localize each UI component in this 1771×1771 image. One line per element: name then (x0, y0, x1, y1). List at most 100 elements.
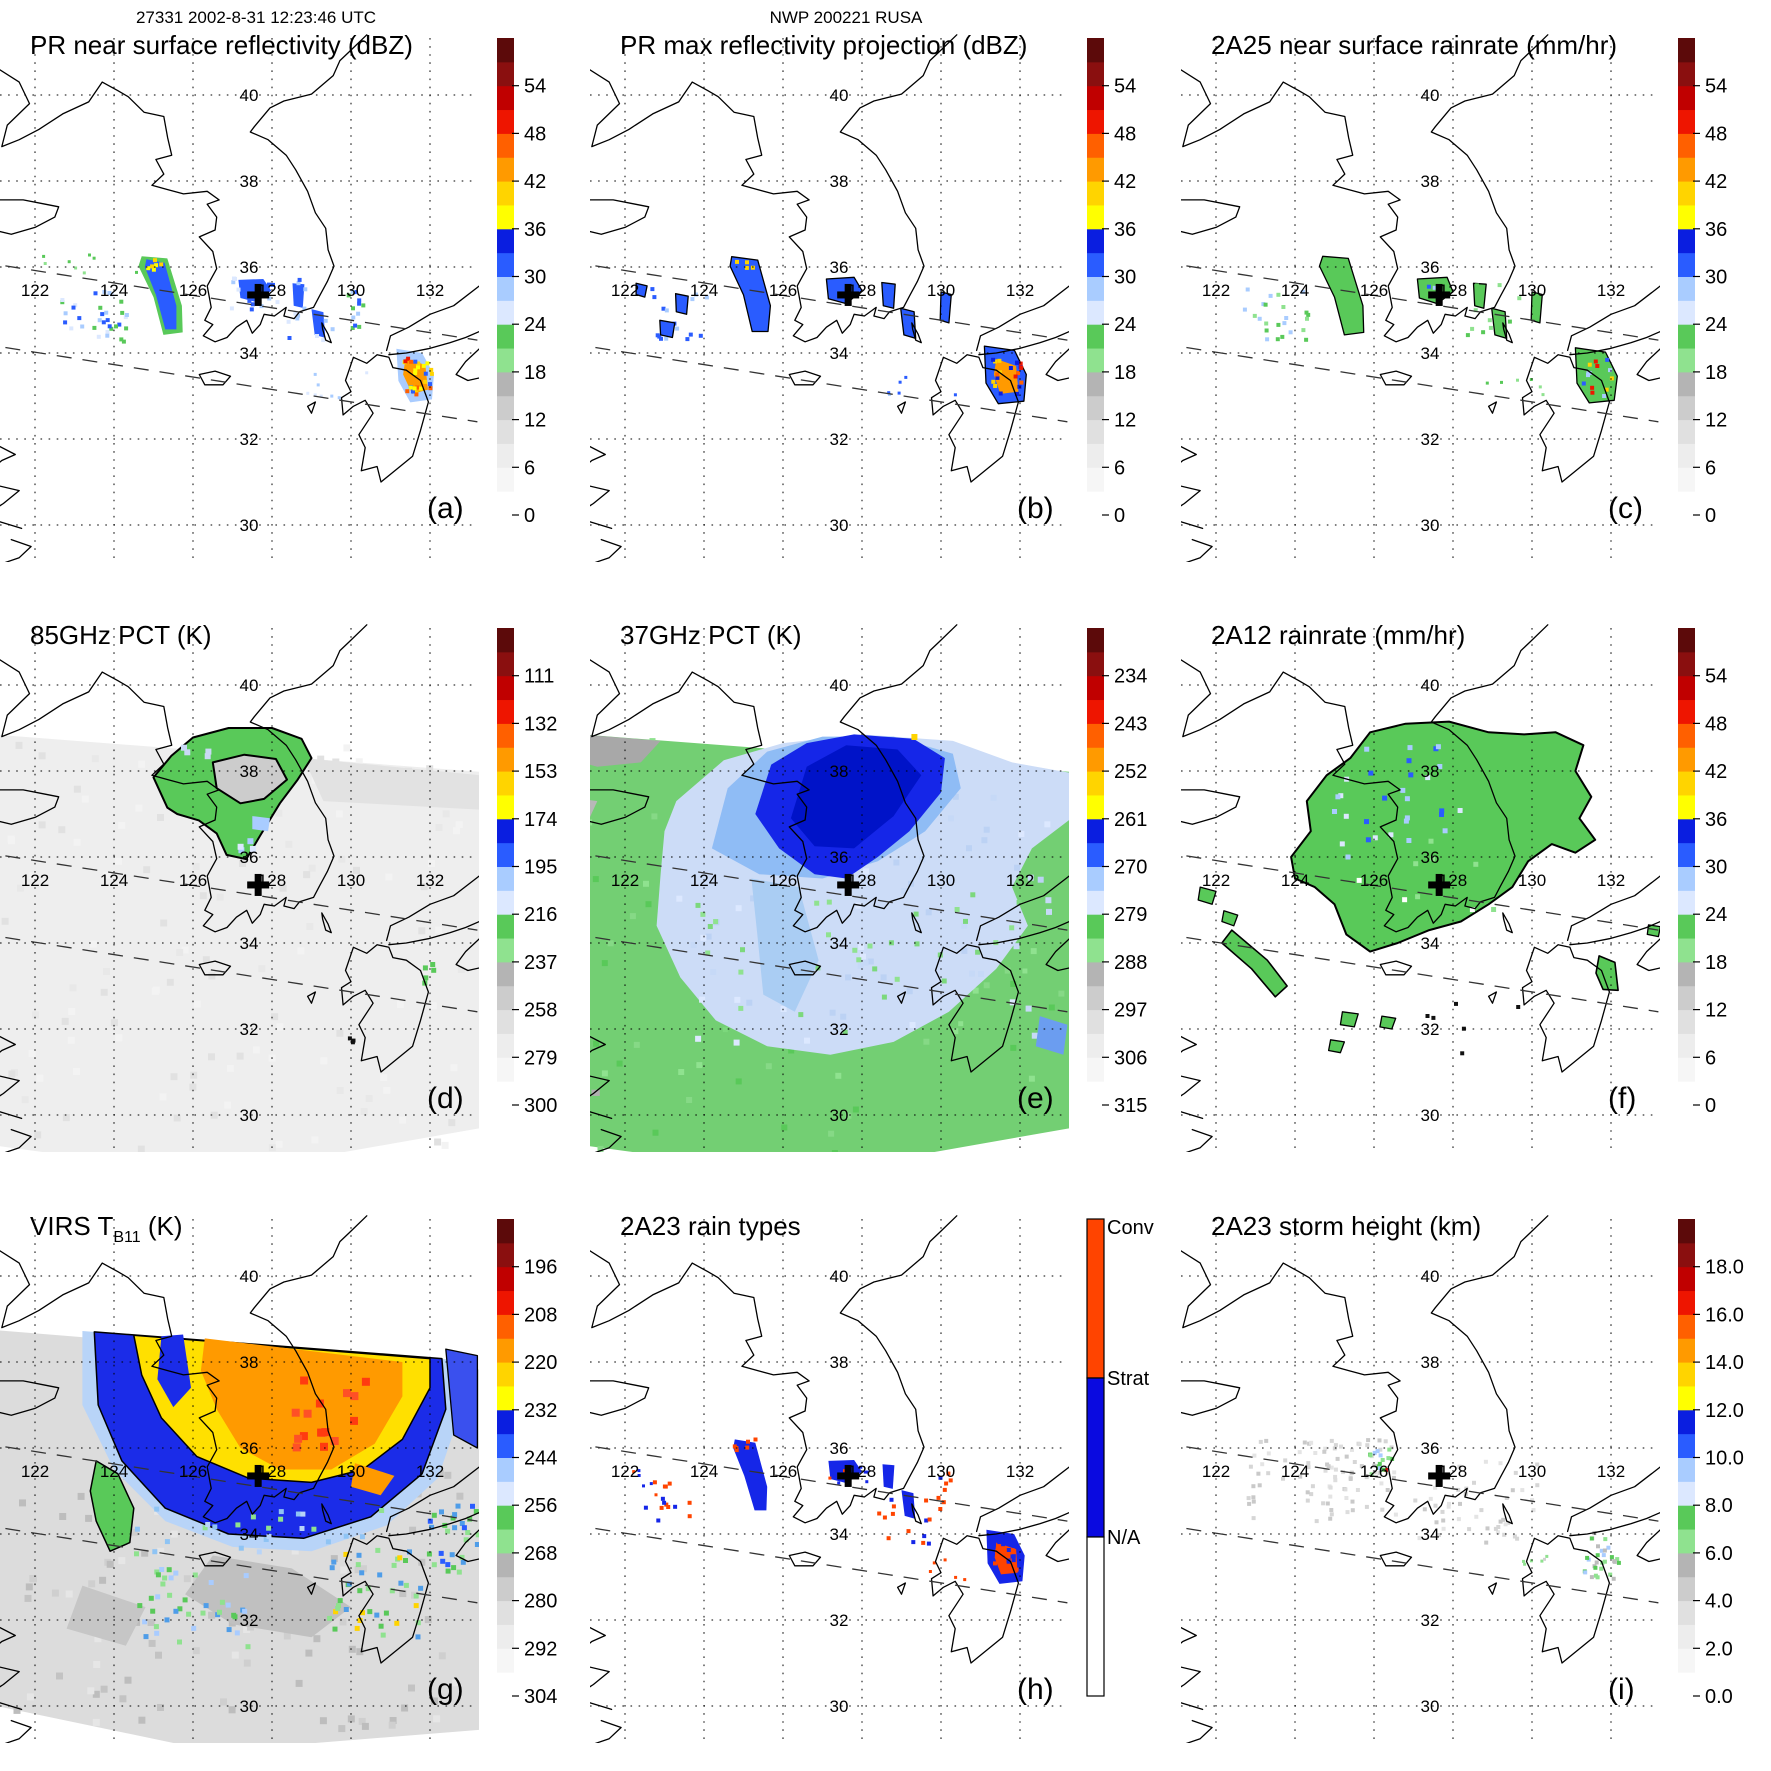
pr-swath-edge (0, 1445, 478, 1522)
coastline (1045, 1529, 1069, 1563)
coastline (594, 538, 622, 562)
colorbar-tick-label: 36 (1705, 219, 1727, 241)
colorbar-tick-label: 36 (524, 219, 546, 241)
lon-label: 130 (337, 871, 365, 890)
colorbar-tick-label: 4.0 (1705, 1591, 1733, 1613)
coastline (1502, 322, 1513, 344)
colorbar-segment (1087, 794, 1104, 820)
colorbar-label: Conv (1107, 1217, 1154, 1239)
colorbar-tick-label: 0 (524, 505, 535, 527)
lon-label: 132 (1597, 871, 1625, 890)
panel-i-2a23-storm-height: 30 32 34 36 38 40 122 124 126 128 130 132 0.0 2.0 4.0 6… (1181, 1181, 1771, 1771)
colorbar-segment (1678, 1672, 1695, 1697)
coastline (0, 1666, 23, 1711)
colorbar-tick-label: 279 (524, 1047, 557, 1069)
pr-swath-edge (1181, 936, 1659, 1013)
panel-letter: (i) (1608, 1673, 1635, 1706)
colorbar-segment (1087, 651, 1104, 677)
colorbar-segment (497, 1457, 514, 1482)
colorbar-segment (1086, 1218, 1105, 1379)
coastline (1379, 960, 1413, 976)
panel-title: 2A23 storm height (km) (1211, 1211, 1482, 1241)
coastline (1181, 1035, 1197, 1053)
data-region (1530, 291, 1543, 324)
coastline (896, 1582, 907, 1595)
pr-swath-edge (0, 854, 478, 931)
lat-label: 32 (830, 430, 849, 449)
lat-label: 34 (1421, 1525, 1440, 1544)
lat-label: 40 (830, 86, 849, 105)
colorbar-segment (497, 699, 514, 724)
coastline (4, 538, 32, 562)
colorbar-segment (497, 38, 514, 63)
colorbar-segment (497, 890, 514, 915)
lon-label: 128 (848, 1462, 876, 1481)
colorbar-segment (1087, 467, 1104, 492)
colorbar-segment (497, 1009, 514, 1034)
panel-title: PR max reflectivity projection (dBZ) (620, 30, 1028, 60)
coastline (1185, 1719, 1213, 1743)
storm-center-marker (254, 283, 262, 306)
colorbar-segment (497, 395, 514, 421)
panel-title: 37GHz PCT (K) (620, 620, 802, 650)
colorbar-segment (1678, 771, 1695, 796)
colorbar-segment (1678, 914, 1695, 939)
colorbar-segment (1678, 1433, 1695, 1458)
lat-label: 34 (1421, 934, 1440, 953)
colorbar-segment (497, 1648, 514, 1673)
colorbar-segment (1087, 181, 1104, 206)
colorbar-segment (1087, 1009, 1104, 1034)
lat-label: 36 (240, 258, 259, 277)
coastline (0, 624, 368, 933)
lon-label: 128 (848, 871, 876, 890)
colorbar-tick-label: 36 (1114, 219, 1136, 241)
storm-center-marker (844, 1464, 852, 1487)
colorbar-segment (497, 204, 514, 230)
coastline (1636, 1529, 1660, 1563)
colorbar-segment (497, 675, 514, 701)
map-area (1181, 34, 1660, 562)
colorbar-segment (1678, 371, 1695, 397)
colorbar-segment (1087, 938, 1104, 963)
lat-label: 30 (240, 516, 259, 535)
colorbar-tick-label: 258 (524, 1000, 557, 1022)
colorbar-tick-label: 270 (1114, 857, 1147, 879)
colorbar-tick-label: 54 (524, 76, 546, 98)
lon-label: 128 (848, 281, 876, 300)
data-region (211, 753, 288, 805)
lon-label: 122 (1202, 281, 1230, 300)
colorbar-segment (1678, 1600, 1695, 1625)
data-region (1221, 929, 1288, 998)
colorbar-tick-label: 48 (1705, 713, 1727, 735)
panel-title: VIRS TB11 (K) (30, 1211, 183, 1246)
colorbar-segment (1678, 109, 1695, 134)
lat-label: 38 (240, 762, 259, 781)
pr-swath-edge (1181, 1445, 1659, 1522)
colorbar-segment (1678, 276, 1695, 301)
colorbar-tick-label: 12 (1114, 410, 1136, 432)
data-region (590, 800, 598, 817)
coastline (978, 920, 1069, 946)
colorbar-tick-label: 30 (524, 267, 546, 289)
colorbar-segment (1678, 1505, 1695, 1530)
colorbar-segment (497, 961, 514, 987)
colorbar-segment (1087, 961, 1104, 987)
coastline (0, 485, 23, 530)
colorbar-segment (1087, 204, 1104, 230)
pr-swath-edge (0, 264, 478, 341)
data-region (635, 282, 648, 298)
colorbar-segment (1678, 1457, 1695, 1482)
colorbar-segment (1087, 890, 1104, 915)
colorbar-tick-label: 14.0 (1705, 1352, 1744, 1374)
map-area (0, 624, 479, 1152)
colorbar-segment (497, 157, 514, 182)
colorbar-segment (1087, 61, 1104, 87)
colorbar-segment (1678, 1362, 1695, 1387)
coastline (0, 1075, 23, 1120)
lat-label: 30 (830, 516, 849, 535)
coastline (788, 960, 822, 976)
coastline (1502, 1503, 1513, 1525)
coastline (1569, 1511, 1660, 1537)
map-svg-b: 30 32 34 36 38 40 122 124 126 128 130 132 0 6 12 18 24 30… (590, 34, 1136, 562)
panel-letter: (d) (427, 1082, 464, 1115)
